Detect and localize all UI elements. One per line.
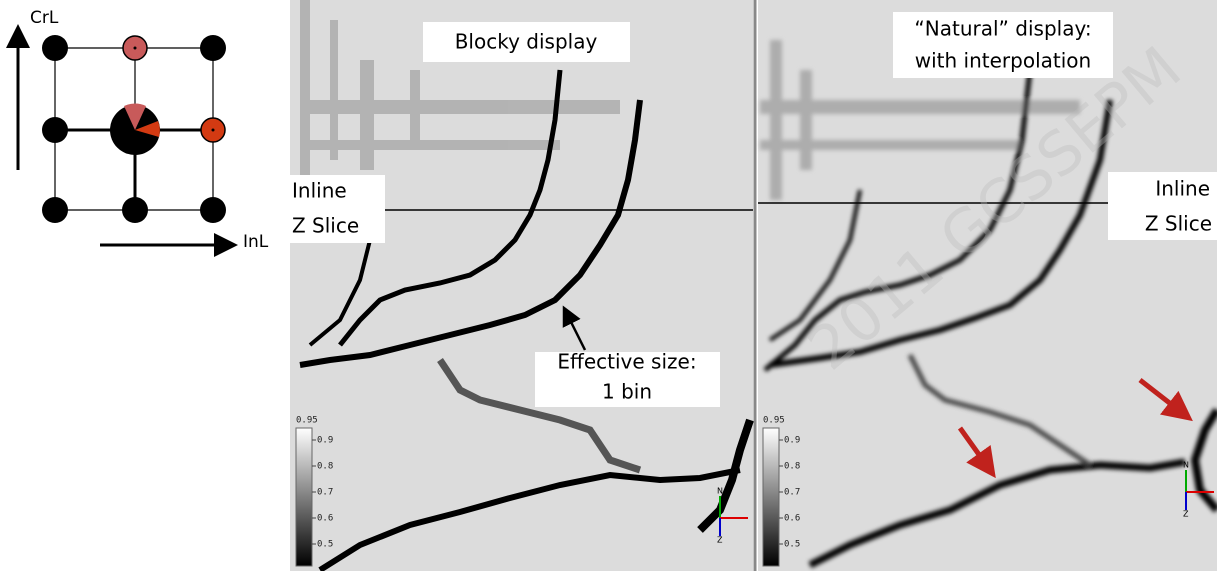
colorbar — [763, 428, 779, 566]
colorbar-label: 0.6 — [317, 514, 333, 524]
compass-label: N — [1183, 461, 1189, 470]
colorbar-label: 0.7 — [317, 488, 333, 498]
panel-title: “Natural” display: — [914, 17, 1091, 41]
compass-label: N — [717, 487, 723, 496]
annotation: 1 bin — [602, 380, 652, 404]
colorbar-label: 0.8 — [784, 462, 800, 472]
colorbar-label: 0.7 — [784, 488, 800, 498]
blocky-panel: Blocky display Inline Z Slice Effective … — [290, 0, 753, 571]
colorbar-label: 0.5 — [784, 540, 800, 550]
colorbar — [296, 428, 312, 566]
slice-label: Inline — [1155, 177, 1210, 201]
colorbar-label: 0.9 — [317, 436, 333, 446]
colorbar-label: 0.95 — [763, 416, 785, 426]
panel-title: with interpolation — [915, 49, 1091, 73]
figure: CrL InL Blocky display Inline Z Slice Ef… — [0, 0, 1217, 571]
panel-title: Blocky display — [455, 30, 598, 54]
slice-label: Z Slice — [292, 214, 359, 238]
grid-diagram: CrL InL — [18, 8, 269, 252]
axis-label: CrL — [30, 8, 59, 28]
colorbar-label: 0.95 — [296, 416, 318, 426]
axis-label: InL — [243, 232, 269, 252]
colorbar-label: 0.6 — [784, 514, 800, 524]
compass-label: Z — [1183, 510, 1189, 519]
colorbar-label: 0.9 — [784, 436, 800, 446]
colorbar-label: 0.8 — [317, 462, 333, 472]
annotation: Effective size: — [557, 350, 696, 374]
slice-label: Z Slice — [1145, 212, 1212, 236]
slice-label: Inline — [292, 179, 347, 203]
compass-label: Z — [717, 536, 723, 545]
colorbar-label: 0.5 — [317, 540, 333, 550]
